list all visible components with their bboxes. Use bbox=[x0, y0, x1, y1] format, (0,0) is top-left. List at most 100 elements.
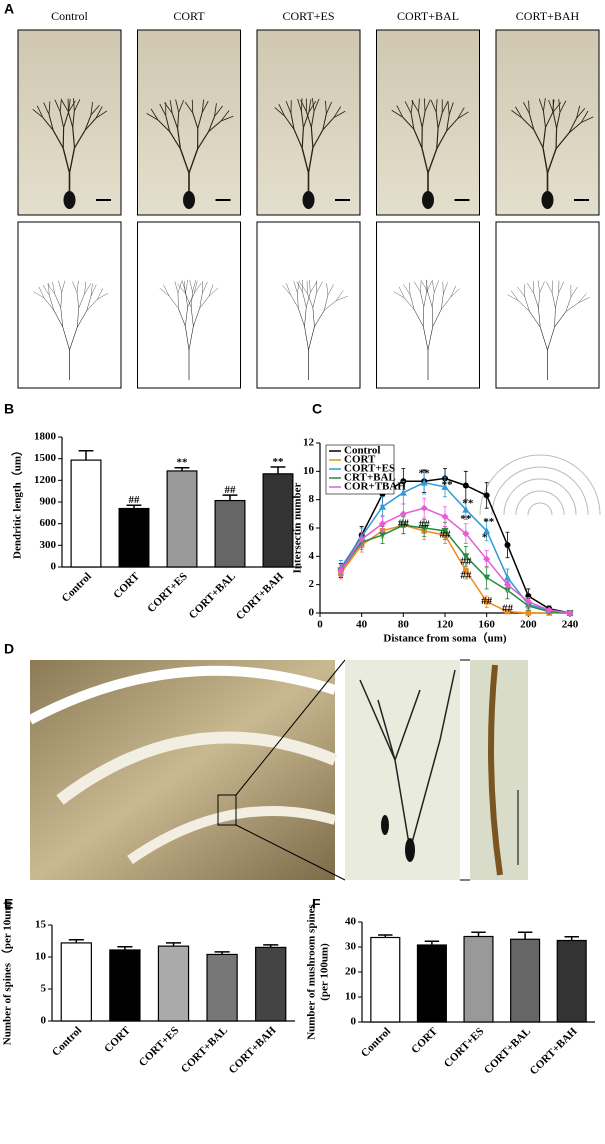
dendrite bbox=[448, 102, 454, 115]
x-tick-label: 0 bbox=[317, 619, 323, 631]
dendrite bbox=[310, 281, 317, 293]
dendrite bbox=[214, 105, 223, 117]
dendrite bbox=[59, 111, 65, 128]
annotation: ## bbox=[440, 529, 452, 541]
hippocampus-image bbox=[30, 660, 335, 880]
y-axis-label: (per 100um) bbox=[319, 943, 331, 1001]
dendrite bbox=[177, 281, 182, 294]
soma bbox=[422, 191, 434, 209]
dendrite bbox=[49, 295, 54, 311]
dendrite bbox=[278, 104, 285, 117]
dendrite bbox=[76, 292, 80, 309]
point bbox=[525, 610, 532, 616]
dendrite bbox=[542, 147, 549, 174]
point bbox=[462, 530, 470, 538]
dendrite bbox=[546, 148, 557, 174]
dendrite bbox=[413, 309, 424, 327]
panel-a: Control CORT CORT+ES CORT+BAL CORT+BAH bbox=[17, 9, 600, 389]
dendrite bbox=[542, 127, 547, 148]
dendrite bbox=[398, 286, 405, 298]
dendrite bbox=[179, 148, 190, 174]
dendrite bbox=[290, 294, 299, 309]
dendrite bbox=[325, 101, 333, 115]
dendrite bbox=[533, 293, 539, 309]
zoom-box bbox=[217, 794, 237, 826]
point bbox=[483, 598, 490, 605]
dendrite bbox=[163, 285, 170, 297]
dendrite bbox=[33, 291, 45, 299]
dendrite bbox=[435, 112, 439, 129]
dendrite bbox=[446, 118, 458, 132]
dendrite bbox=[282, 285, 291, 295]
dendrite bbox=[61, 280, 66, 293]
panel-label: D bbox=[4, 641, 14, 657]
dendrite bbox=[86, 299, 98, 311]
x-tick-label: 240 bbox=[562, 619, 579, 631]
soma bbox=[381, 815, 389, 835]
point bbox=[566, 609, 574, 617]
bar bbox=[157, 945, 190, 1022]
legend-label: CRT+BAL bbox=[344, 472, 396, 484]
dendrite bbox=[84, 117, 97, 131]
bar bbox=[109, 949, 141, 1022]
dendrite bbox=[529, 311, 541, 328]
dendrite bbox=[308, 326, 315, 351]
point bbox=[420, 504, 428, 512]
dendrite bbox=[538, 292, 540, 309]
x-tick-label: CORT+BAH bbox=[227, 1024, 279, 1076]
x-tick-label: CORT+ES bbox=[137, 1024, 182, 1069]
dendrite bbox=[307, 293, 314, 308]
dendrite bbox=[548, 99, 554, 113]
dendrite bbox=[402, 116, 415, 130]
dendrite bbox=[410, 113, 415, 130]
dendrite bbox=[409, 294, 415, 310]
dendrite bbox=[396, 105, 404, 118]
dendrite bbox=[311, 98, 315, 112]
dendrite bbox=[90, 284, 97, 296]
x-tick-label: 80 bbox=[398, 619, 410, 631]
y-tick-label: 10 bbox=[303, 465, 315, 477]
y-tick-label: 1200 bbox=[34, 474, 57, 486]
dendrite bbox=[327, 284, 334, 296]
dendrite bbox=[304, 326, 309, 351]
dendrite bbox=[306, 292, 311, 308]
point bbox=[483, 555, 491, 563]
dendrite bbox=[68, 147, 76, 174]
bar bbox=[166, 470, 198, 568]
bar bbox=[118, 507, 150, 568]
bar bbox=[416, 944, 447, 1023]
dendrite bbox=[305, 111, 312, 128]
dendrite bbox=[32, 108, 44, 118]
dendrite bbox=[447, 101, 450, 115]
dendrite bbox=[539, 327, 548, 351]
legend-label: CORT bbox=[344, 454, 376, 466]
annotation: ** bbox=[419, 468, 431, 480]
dendrite bbox=[48, 114, 54, 131]
dendrite bbox=[517, 286, 525, 297]
dendrite bbox=[302, 292, 307, 308]
column-label: Control bbox=[51, 9, 88, 23]
dendrite bbox=[576, 105, 581, 119]
annotation: ** bbox=[483, 516, 495, 528]
y-axis-label: Number of mushroom spines bbox=[306, 903, 318, 1039]
dendrite bbox=[175, 99, 180, 113]
dendrite bbox=[220, 115, 234, 122]
dendrite bbox=[184, 101, 194, 114]
dendrite bbox=[310, 127, 314, 148]
error-bar bbox=[270, 466, 286, 474]
dendrite bbox=[427, 292, 433, 308]
dendrite bbox=[312, 129, 324, 149]
series-line bbox=[340, 481, 571, 614]
dendrite bbox=[52, 130, 64, 149]
y-axis-label: Number of spines （per 10um) bbox=[1, 900, 14, 1045]
dendrite bbox=[290, 113, 295, 130]
dendrite bbox=[150, 108, 159, 121]
annotation: ## bbox=[460, 556, 472, 568]
dendrite bbox=[73, 98, 75, 112]
dendrite bbox=[511, 110, 523, 119]
x-tick-label: Control bbox=[60, 570, 94, 604]
dendrite bbox=[313, 98, 320, 112]
dendrite bbox=[297, 280, 300, 293]
point bbox=[420, 525, 428, 532]
annotation: * bbox=[482, 531, 488, 543]
